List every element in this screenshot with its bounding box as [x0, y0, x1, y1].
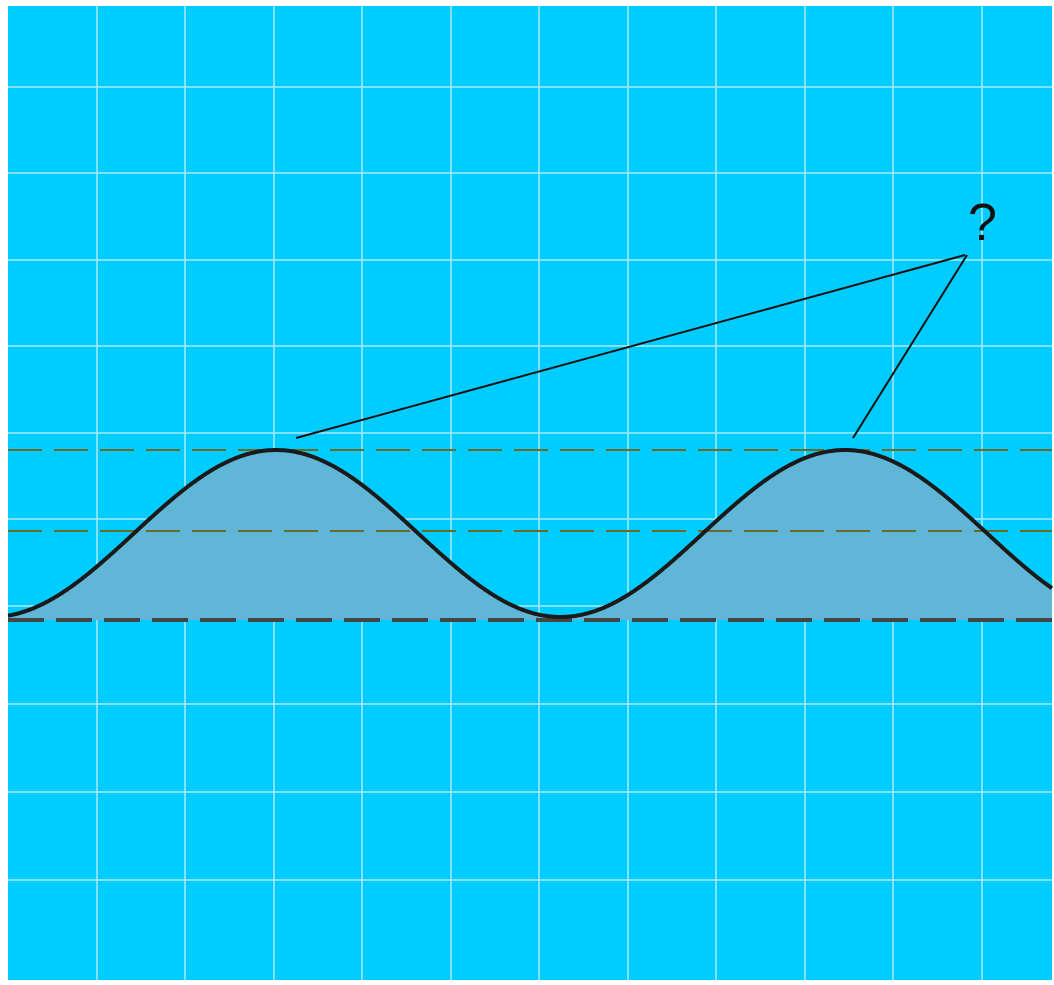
- wave-fill-area: [8, 450, 1052, 620]
- pointer-line-to-first-crest: [295, 254, 966, 439]
- wave-curve: [7, 448, 1054, 619]
- pointer-line-to-second-crest: [852, 254, 968, 439]
- question-mark-icon: ?: [968, 194, 997, 252]
